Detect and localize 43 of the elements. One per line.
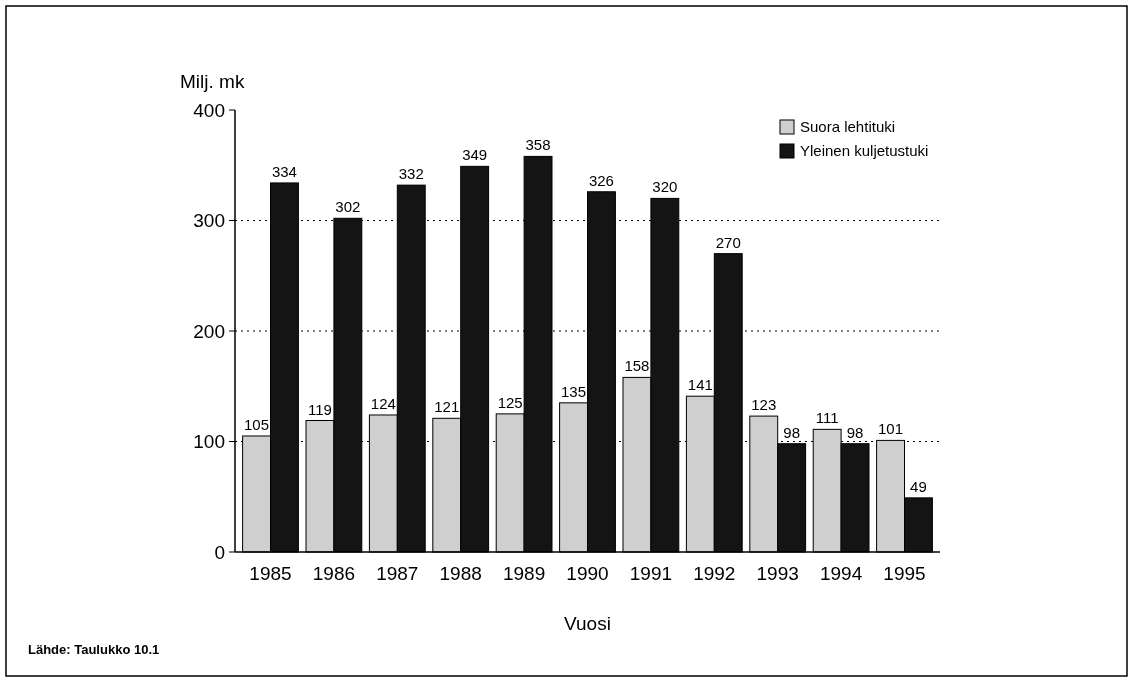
legend-label: Suora lehtituki — [800, 118, 896, 135]
x-axis-title: Vuosi — [564, 613, 611, 634]
y-tick-label: 0 — [214, 541, 225, 563]
x-tick-label: 1986 — [312, 563, 356, 584]
x-tick-label: 1993 — [756, 563, 799, 584]
x-tick-label: 1988 — [439, 563, 482, 584]
data-label: 158 — [624, 357, 650, 375]
x-tick-label: 1995 — [883, 563, 926, 584]
data-label: 101 — [878, 420, 904, 438]
data-label: 98 — [783, 423, 800, 441]
data-label: 124 — [370, 394, 396, 412]
x-tick-label: 1987 — [376, 563, 419, 584]
data-label: 320 — [652, 178, 678, 196]
data-label: 105 — [244, 415, 270, 433]
data-label: 49 — [910, 477, 927, 495]
x-tick-label: 1985 — [249, 563, 292, 584]
data-label: 141 — [687, 376, 713, 394]
data-label: 121 — [434, 398, 460, 416]
text: Lähde: Taulukko 10.1 — [28, 642, 160, 657]
data-label: 123 — [751, 396, 777, 414]
data-label: 334 — [271, 162, 297, 180]
data-label: 270 — [715, 233, 741, 251]
data-label: 125 — [497, 393, 523, 411]
data-label: 111 — [815, 409, 839, 427]
data-label: 326 — [588, 171, 614, 189]
x-tick-label: 1992 — [693, 563, 736, 584]
data-label: 98 — [846, 423, 864, 441]
x-tick-label: 1990 — [566, 563, 609, 584]
data-label: 332 — [398, 165, 424, 183]
y-tick-label: 400 — [193, 99, 225, 121]
y-tick-label: 200 — [193, 320, 225, 342]
data-label: 135 — [561, 382, 587, 400]
y-tick-label: 100 — [193, 431, 225, 453]
legend-label: Yleinen kuljetustuki — [800, 142, 929, 159]
data-label: 358 — [525, 136, 551, 154]
data-label: 119 — [307, 400, 332, 418]
data-label: 302 — [335, 198, 361, 216]
data-label: 349 — [462, 146, 488, 164]
x-tick-label: 1989 — [502, 563, 546, 584]
y-axis-title: Milj. mk — [180, 71, 245, 92]
x-tick-label: 1994 — [819, 563, 863, 584]
y-tick-label: 300 — [193, 210, 225, 232]
x-tick-label: 1991 — [629, 563, 673, 584]
